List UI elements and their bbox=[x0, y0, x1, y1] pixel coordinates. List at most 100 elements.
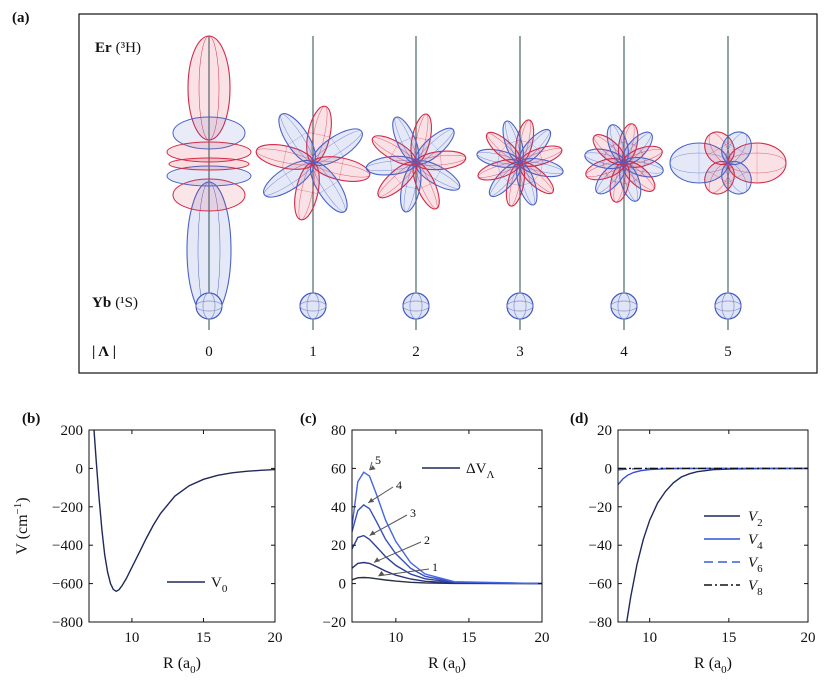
x-tick-label: 10 bbox=[642, 630, 657, 646]
annotation-arrow-3 bbox=[369, 514, 408, 536]
y-tick-label: −20 bbox=[589, 500, 612, 516]
y-tick-label: −20 bbox=[323, 615, 346, 631]
orbital-group-1: 1 bbox=[255, 36, 371, 360]
panel-letter: (d) bbox=[570, 411, 588, 427]
yb-sphere bbox=[714, 292, 742, 320]
orbital-group-3: 3 bbox=[476, 36, 564, 360]
legend-label: ΔVΛ bbox=[466, 461, 494, 481]
x-axis-label: R (a0) bbox=[694, 655, 732, 676]
orbital-lobe bbox=[278, 113, 317, 165]
y-tick-label: −80 bbox=[589, 615, 612, 631]
orbital-group-5: 5 bbox=[669, 36, 787, 360]
y-tick-label: −40 bbox=[589, 538, 612, 554]
x-tick-label: 15 bbox=[461, 630, 476, 646]
orbital-lobe bbox=[721, 131, 752, 166]
orbital-lobe bbox=[502, 120, 524, 164]
y-tick-label: 0 bbox=[339, 577, 347, 593]
legend-label-4: V4 bbox=[748, 532, 763, 552]
series-line-1 bbox=[352, 576, 542, 585]
lambda-label: | Λ | bbox=[92, 344, 116, 360]
series-group bbox=[93, 430, 275, 593]
er-state: (³H) bbox=[116, 40, 141, 56]
lambda-value-1: 1 bbox=[309, 344, 317, 360]
x-tick-label: 20 bbox=[535, 630, 550, 646]
orbital-lambda-0 bbox=[166, 35, 252, 319]
y-tick-label: 20 bbox=[331, 538, 346, 554]
panel-a-frame bbox=[78, 13, 818, 374]
annotation-arrowhead bbox=[378, 570, 385, 576]
y-tick-label: −800 bbox=[52, 615, 83, 631]
er-element: Er bbox=[95, 40, 112, 56]
orbital-lobe bbox=[606, 124, 629, 164]
annotation-label-4: 4 bbox=[396, 478, 402, 492]
y-tick-label: 80 bbox=[331, 423, 346, 439]
y-tick-label: 60 bbox=[331, 461, 346, 477]
annotation-arrow-5 bbox=[369, 461, 373, 471]
yb-sphere bbox=[195, 292, 223, 320]
legend-label-8: V8 bbox=[748, 578, 763, 598]
y-axis-label: V (cm−1) bbox=[12, 497, 31, 554]
panel-b: (b) 10 15 20 200 0 −200 −400 −600 −800 R (a0) V (cm… bbox=[12, 411, 283, 676]
lambda-value-3: 3 bbox=[516, 344, 524, 360]
yb-sphere bbox=[610, 292, 638, 320]
annotation-arrowhead bbox=[369, 465, 376, 471]
annotation-arrowhead bbox=[374, 557, 380, 563]
legend-label-6: V6 bbox=[748, 555, 763, 575]
y-tick-label: −60 bbox=[589, 577, 612, 593]
y-tick-label: −600 bbox=[52, 577, 83, 593]
yb-sphere bbox=[506, 292, 534, 320]
orbital-group-4: 4 bbox=[584, 36, 664, 360]
yb-state: (¹S) bbox=[115, 295, 138, 311]
yb-sphere bbox=[402, 292, 430, 320]
annotation-arrowhead bbox=[369, 530, 376, 536]
panel-letter: (b) bbox=[22, 411, 40, 427]
y-tick-label: 200 bbox=[61, 423, 84, 439]
plot-frame bbox=[351, 429, 543, 623]
yb-element: Yb bbox=[92, 295, 111, 311]
y-tick-label: −200 bbox=[52, 500, 83, 516]
orbital-group-0: 0 bbox=[166, 35, 252, 360]
lambda-value-0: 0 bbox=[205, 344, 213, 360]
x-tick-label: 20 bbox=[801, 630, 816, 646]
panel-a-letter: (a) bbox=[12, 10, 30, 26]
legend-label: V0 bbox=[211, 575, 228, 595]
y-tick-label: −400 bbox=[52, 538, 83, 554]
lambda-value-2: 2 bbox=[412, 344, 420, 360]
yb-sphere bbox=[299, 292, 327, 320]
orbital-lobe bbox=[309, 161, 348, 213]
x-tick-label: 15 bbox=[196, 630, 211, 646]
annotation-label-3: 3 bbox=[410, 506, 416, 520]
orbital-lobe bbox=[721, 160, 752, 195]
orbital-lobe bbox=[392, 116, 420, 164]
x-tick-label: 20 bbox=[268, 630, 283, 646]
annotation-arrow-2 bbox=[373, 541, 422, 563]
y-tick-label: 20 bbox=[597, 423, 612, 439]
y-tick-label: 0 bbox=[76, 461, 84, 477]
orbital-lobe bbox=[311, 128, 363, 167]
annotation-arrow-1 bbox=[378, 568, 430, 577]
lambda-value-5: 5 bbox=[724, 344, 732, 360]
x-axis-label: R (a0) bbox=[428, 655, 466, 676]
panel-d: (d) 10 15 20 20 0 −20 −40 −60 −80 R (a0) V2 V4 V6 V8 bbox=[570, 411, 816, 676]
plot-frame bbox=[617, 429, 809, 623]
annotation-arrowhead bbox=[368, 497, 375, 503]
orbital-lobe bbox=[412, 162, 440, 210]
series-group bbox=[352, 471, 542, 585]
series-line-V4 bbox=[618, 467, 808, 486]
series-line-2 bbox=[352, 561, 542, 585]
annotation-label-2: 2 bbox=[424, 533, 430, 547]
series-group bbox=[618, 467, 808, 622]
lambda-value-4: 4 bbox=[620, 344, 628, 360]
series-line-V0 bbox=[93, 430, 275, 593]
y-tick-label: 40 bbox=[331, 500, 346, 516]
orbital-illustrations: 0 1 2 3 4 5 bbox=[166, 35, 787, 360]
series-line-5 bbox=[352, 471, 542, 585]
series-line-3 bbox=[352, 534, 542, 585]
er-label: Er (³H) bbox=[95, 40, 141, 56]
legend-label-2: V2 bbox=[748, 509, 763, 529]
x-tick-label: 10 bbox=[124, 630, 139, 646]
orbital-lobe bbox=[365, 155, 417, 176]
